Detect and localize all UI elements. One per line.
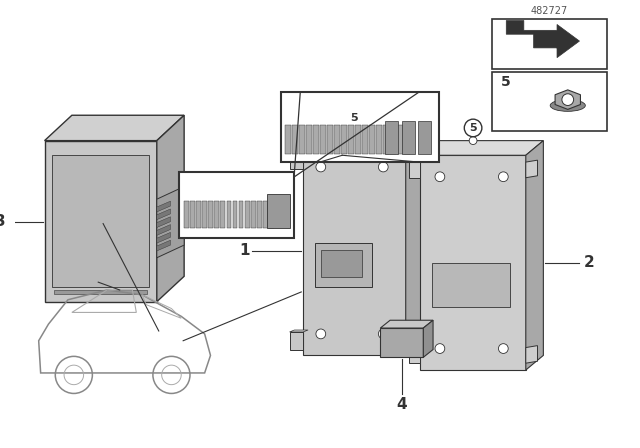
Text: 2: 2 bbox=[584, 255, 595, 270]
Polygon shape bbox=[320, 125, 326, 154]
Polygon shape bbox=[157, 233, 170, 243]
Circle shape bbox=[350, 137, 358, 145]
Polygon shape bbox=[334, 125, 340, 154]
Circle shape bbox=[469, 137, 477, 145]
Text: 5: 5 bbox=[350, 113, 358, 123]
Polygon shape bbox=[157, 217, 170, 228]
Polygon shape bbox=[157, 201, 170, 212]
Polygon shape bbox=[220, 201, 225, 228]
Polygon shape bbox=[420, 155, 526, 370]
Circle shape bbox=[316, 162, 326, 172]
Polygon shape bbox=[209, 201, 213, 228]
Text: 5: 5 bbox=[500, 75, 510, 89]
Polygon shape bbox=[45, 115, 184, 141]
Polygon shape bbox=[409, 348, 420, 363]
Polygon shape bbox=[385, 121, 398, 154]
Polygon shape bbox=[409, 160, 424, 162]
Polygon shape bbox=[157, 115, 184, 302]
Polygon shape bbox=[341, 125, 347, 154]
Text: 1: 1 bbox=[239, 243, 250, 258]
Polygon shape bbox=[214, 201, 220, 228]
Circle shape bbox=[562, 94, 573, 105]
Polygon shape bbox=[383, 125, 389, 154]
Polygon shape bbox=[281, 92, 439, 162]
Polygon shape bbox=[269, 201, 274, 228]
Polygon shape bbox=[263, 201, 268, 228]
Polygon shape bbox=[157, 240, 170, 251]
Polygon shape bbox=[380, 320, 433, 328]
Polygon shape bbox=[397, 125, 403, 154]
Text: 482727: 482727 bbox=[531, 6, 568, 16]
Polygon shape bbox=[409, 162, 420, 178]
Polygon shape bbox=[289, 330, 308, 332]
Polygon shape bbox=[423, 320, 433, 358]
Circle shape bbox=[378, 162, 388, 172]
Ellipse shape bbox=[550, 99, 586, 112]
Polygon shape bbox=[202, 201, 207, 228]
Polygon shape bbox=[292, 125, 298, 154]
Polygon shape bbox=[303, 130, 425, 146]
Polygon shape bbox=[321, 250, 362, 277]
Polygon shape bbox=[251, 201, 255, 228]
Polygon shape bbox=[369, 125, 375, 154]
Polygon shape bbox=[289, 332, 303, 349]
Polygon shape bbox=[406, 130, 425, 355]
Polygon shape bbox=[402, 121, 415, 154]
Polygon shape bbox=[289, 150, 308, 151]
Polygon shape bbox=[506, 21, 579, 58]
Polygon shape bbox=[196, 201, 201, 228]
Polygon shape bbox=[362, 125, 368, 154]
Polygon shape bbox=[303, 146, 406, 355]
Polygon shape bbox=[190, 201, 195, 228]
Circle shape bbox=[378, 329, 388, 339]
Polygon shape bbox=[526, 160, 538, 178]
Circle shape bbox=[316, 329, 326, 339]
Polygon shape bbox=[184, 201, 189, 228]
Polygon shape bbox=[376, 125, 382, 154]
Polygon shape bbox=[227, 201, 232, 228]
Circle shape bbox=[464, 119, 482, 137]
Polygon shape bbox=[555, 90, 580, 109]
Polygon shape bbox=[45, 141, 157, 302]
Polygon shape bbox=[348, 125, 354, 154]
Polygon shape bbox=[244, 201, 250, 228]
Circle shape bbox=[435, 172, 445, 181]
Polygon shape bbox=[179, 172, 294, 238]
Polygon shape bbox=[327, 125, 333, 154]
Polygon shape bbox=[285, 125, 291, 154]
Text: 3: 3 bbox=[0, 214, 6, 229]
Polygon shape bbox=[526, 141, 543, 370]
Polygon shape bbox=[299, 125, 305, 154]
Polygon shape bbox=[239, 201, 243, 228]
Polygon shape bbox=[157, 186, 184, 258]
Polygon shape bbox=[420, 141, 543, 155]
Polygon shape bbox=[390, 125, 396, 154]
Polygon shape bbox=[492, 19, 607, 69]
Polygon shape bbox=[313, 125, 319, 154]
Polygon shape bbox=[267, 194, 289, 228]
Polygon shape bbox=[409, 345, 424, 348]
Polygon shape bbox=[355, 125, 361, 154]
Circle shape bbox=[499, 344, 508, 353]
Polygon shape bbox=[52, 155, 149, 287]
Polygon shape bbox=[289, 151, 303, 169]
Polygon shape bbox=[232, 201, 237, 228]
Polygon shape bbox=[404, 125, 410, 154]
Circle shape bbox=[499, 172, 508, 181]
Polygon shape bbox=[54, 290, 147, 294]
Polygon shape bbox=[157, 209, 170, 220]
Polygon shape bbox=[492, 72, 607, 131]
Polygon shape bbox=[432, 263, 510, 306]
Polygon shape bbox=[306, 125, 312, 154]
Polygon shape bbox=[419, 121, 431, 154]
Polygon shape bbox=[157, 224, 170, 235]
Polygon shape bbox=[380, 328, 423, 358]
Text: 4: 4 bbox=[397, 396, 407, 412]
Text: 5: 5 bbox=[469, 123, 477, 133]
Polygon shape bbox=[257, 201, 262, 228]
Polygon shape bbox=[315, 243, 372, 287]
Polygon shape bbox=[526, 345, 538, 363]
Circle shape bbox=[435, 344, 445, 353]
Circle shape bbox=[345, 109, 363, 127]
